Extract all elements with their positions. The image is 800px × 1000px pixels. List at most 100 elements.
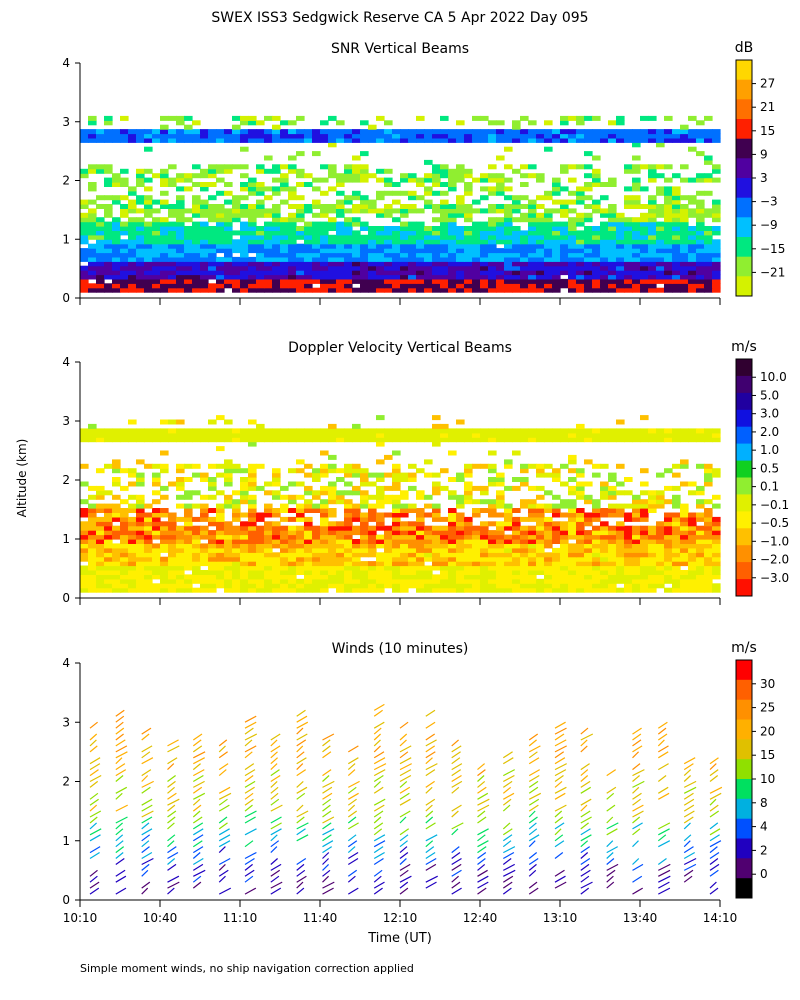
heat-cell bbox=[176, 177, 185, 183]
heat-cell bbox=[440, 525, 449, 531]
heat-cell bbox=[80, 287, 89, 293]
heat-cell bbox=[712, 204, 721, 209]
heat-cell bbox=[304, 261, 313, 267]
heat-cell bbox=[192, 561, 201, 567]
heat-cell bbox=[688, 283, 697, 289]
heat-cell bbox=[552, 261, 561, 267]
heat-cell bbox=[408, 256, 417, 262]
heat-cell bbox=[600, 547, 609, 553]
heat-cell bbox=[272, 481, 281, 487]
wind-barb bbox=[528, 769, 540, 777]
wind-barb bbox=[270, 816, 282, 824]
heat-cell bbox=[272, 261, 281, 267]
heat-cell bbox=[432, 578, 441, 584]
heat-cell bbox=[480, 587, 489, 593]
heat-cell bbox=[392, 494, 401, 500]
panel-title: Doppler Velocity Vertical Beams bbox=[288, 340, 512, 356]
heat-cell bbox=[440, 248, 449, 254]
heat-cell bbox=[616, 287, 625, 293]
heat-cell bbox=[320, 252, 329, 258]
heat-cell bbox=[640, 530, 649, 536]
heat-cell bbox=[256, 164, 265, 170]
heat-cell bbox=[288, 578, 297, 584]
heat-cell bbox=[240, 283, 249, 289]
heat-cell bbox=[592, 256, 601, 262]
heat-cell bbox=[216, 168, 225, 174]
heat-cell bbox=[152, 565, 161, 571]
heat-cell bbox=[144, 278, 153, 284]
wind-barb bbox=[632, 769, 645, 777]
heat-cell bbox=[576, 287, 585, 293]
heat-cell bbox=[288, 432, 297, 438]
heat-cell bbox=[312, 578, 321, 584]
heat-cell bbox=[520, 499, 529, 505]
heat-cell bbox=[304, 547, 313, 553]
heat-cell bbox=[360, 283, 369, 289]
heat-cell bbox=[368, 574, 377, 580]
heat-cell bbox=[256, 516, 265, 522]
heat-cell bbox=[152, 512, 161, 518]
heat-cell bbox=[376, 239, 385, 245]
heat-cell bbox=[416, 115, 425, 121]
heat-cell bbox=[680, 556, 689, 562]
heat-cell bbox=[416, 428, 425, 434]
heat-cell bbox=[504, 252, 513, 258]
wind-barb bbox=[193, 869, 206, 877]
heat-cell bbox=[288, 574, 297, 580]
heat-cell bbox=[312, 561, 321, 567]
heat-cell bbox=[144, 248, 153, 254]
heat-cell bbox=[280, 561, 289, 567]
heat-cell bbox=[136, 221, 145, 227]
heat-cell bbox=[592, 182, 601, 187]
heat-cell bbox=[312, 234, 321, 240]
heat-cell bbox=[272, 494, 281, 500]
wind-barb bbox=[683, 792, 694, 800]
heat-cell bbox=[256, 587, 265, 593]
heat-cell bbox=[600, 212, 609, 218]
wind-barb bbox=[192, 852, 201, 859]
heat-cell bbox=[536, 177, 545, 183]
wind-barb bbox=[244, 733, 258, 741]
heat-cell bbox=[128, 578, 137, 584]
heat-cell bbox=[616, 570, 625, 575]
heat-cell bbox=[368, 204, 377, 209]
wind-barb bbox=[192, 733, 203, 741]
heat-cell bbox=[312, 252, 321, 258]
heat-cell bbox=[664, 248, 673, 254]
heat-cell bbox=[392, 274, 401, 280]
heat-cell bbox=[312, 552, 321, 558]
heat-cell bbox=[480, 432, 489, 438]
heat-cell bbox=[328, 186, 337, 192]
wind-barb bbox=[193, 769, 205, 777]
heat-cell bbox=[320, 525, 329, 531]
wind-barb bbox=[502, 751, 513, 759]
heat-cell bbox=[664, 543, 673, 549]
wind-barb bbox=[399, 792, 410, 800]
heat-cell bbox=[520, 182, 529, 187]
heat-cell bbox=[432, 481, 441, 487]
heat-cell bbox=[592, 547, 601, 553]
heat-cell bbox=[608, 287, 617, 293]
heat-cell bbox=[672, 521, 681, 527]
wind-barb bbox=[554, 816, 564, 824]
heat-cell bbox=[120, 221, 129, 227]
heat-cell bbox=[648, 530, 657, 536]
heat-cell bbox=[296, 512, 305, 518]
heat-cell bbox=[512, 583, 521, 589]
heat-cell bbox=[672, 494, 681, 500]
heat-cell bbox=[104, 182, 113, 187]
heat-cell bbox=[288, 274, 297, 280]
heat-cell bbox=[600, 283, 609, 289]
heat-cell bbox=[632, 230, 641, 236]
heat-cell bbox=[504, 212, 513, 218]
heat-cell bbox=[704, 578, 713, 584]
heat-cell bbox=[448, 516, 457, 522]
wind-barb bbox=[451, 774, 462, 783]
heat-cell bbox=[88, 252, 97, 258]
wind-barb bbox=[141, 775, 149, 782]
heat-cell bbox=[176, 208, 185, 214]
heat-cell bbox=[304, 583, 313, 589]
wind-barb bbox=[657, 751, 669, 759]
heat-cell bbox=[312, 525, 321, 531]
heat-cell bbox=[616, 115, 625, 121]
